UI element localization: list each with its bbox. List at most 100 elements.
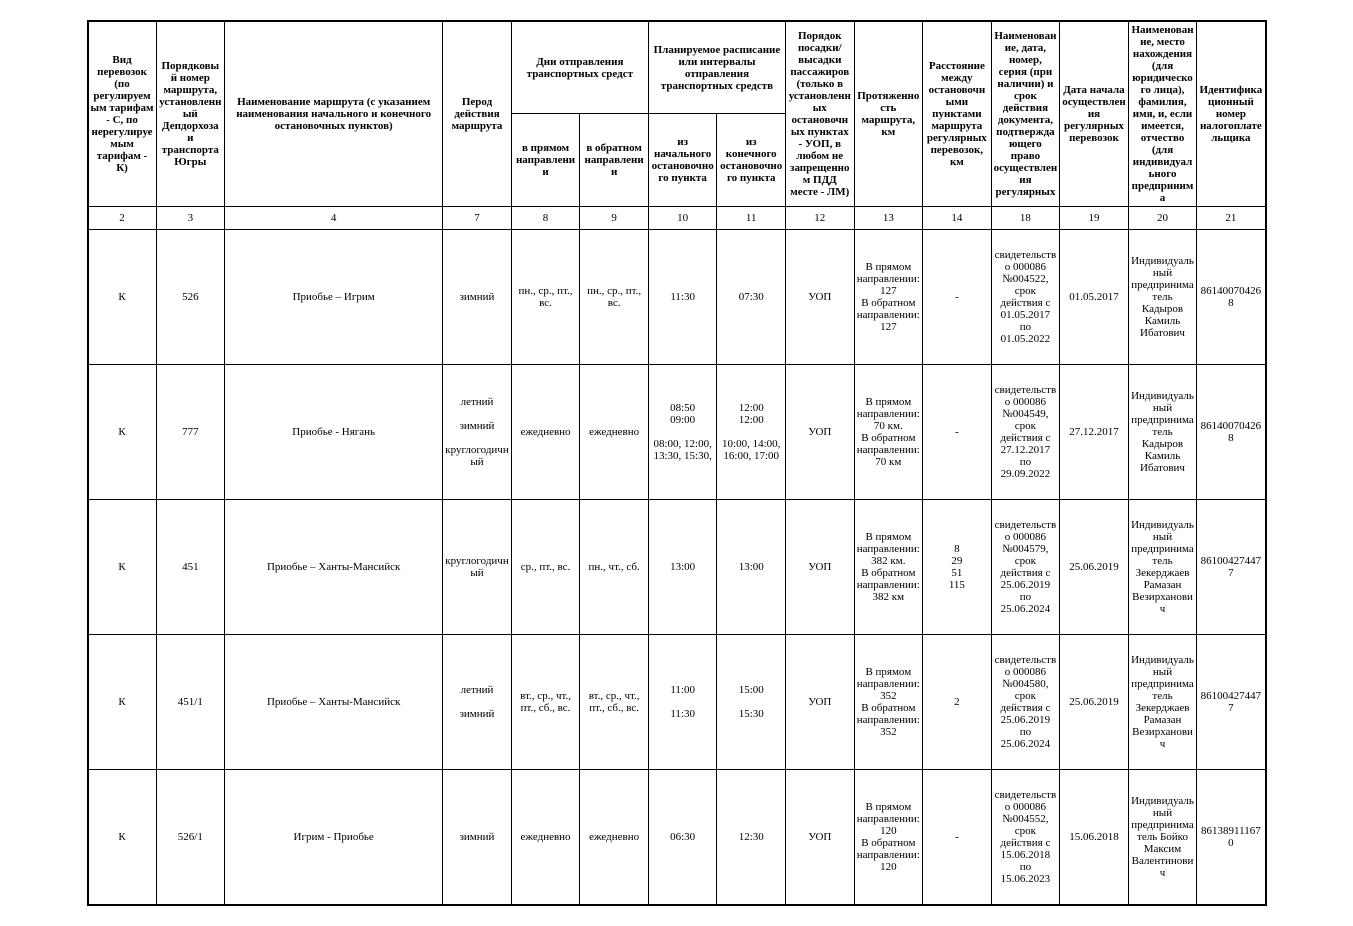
cell-c9: пн., чт., сб. [580,500,649,635]
cell-c10: 06:30 [648,770,717,906]
cell-c11: 12:30 [717,770,786,906]
cell-c8: ср., пт., вс. [511,500,580,635]
col-header-9: в обратном направлении [580,114,649,207]
cell-c12: УОП [786,230,855,365]
cell-c3: 526 [156,230,225,365]
table-row: К526/1Игрим - Приобьезимнийежедневноежед… [88,770,1266,906]
col-header-3: Порядковый номер маршрута, установленный… [156,21,225,207]
col-header-14: Расстояние между остановочными пунктами … [923,21,992,207]
cell-c12: УОП [786,500,855,635]
cell-c8: пн., ср., пт., вс. [511,230,580,365]
col-header-19: Дата начала осуществления регулярных пер… [1060,21,1129,207]
cell-c12: УОП [786,770,855,906]
colnum-4: 4 [225,207,443,230]
colnum-9: 9 [580,207,649,230]
cell-c19: 25.06.2019 [1060,500,1129,635]
cell-c19: 15.06.2018 [1060,770,1129,906]
cell-c11: 12:00 12:00 10:00, 14:00, 16:00, 17:00 [717,365,786,500]
table-row: К451Приобье – Ханты-Мансийсккруглогодичн… [88,500,1266,635]
cell-c2: К [88,365,157,500]
cell-c4: Игрим - Приобье [225,770,443,906]
cell-c20: Индивидуальный предприниматель Зекерджае… [1128,635,1197,770]
cell-c19: 01.05.2017 [1060,230,1129,365]
col-header-10: из начального остановочного пункта [648,114,717,207]
cell-c2: К [88,635,157,770]
table-row: К777Приобье - Няганьлетний зимний кругло… [88,365,1266,500]
routes-table: Вид перевозок (по регулируемым тарифам -… [87,20,1267,906]
cell-c2: К [88,770,157,906]
cell-c7: круглогодичный [443,500,512,635]
cell-c13: В прямом направлении: 127 В обратном нап… [854,230,923,365]
cell-c18: свидетельство 000086 №004552, срок дейст… [991,770,1060,906]
colnum-11: 11 [717,207,786,230]
col-header-7: Перод действия маршрута [443,21,512,207]
cell-c9: ежедневно [580,365,649,500]
cell-c12: УОП [786,635,855,770]
cell-c8: вт., ср., чт., пт., сб., вс. [511,635,580,770]
cell-c11: 15:00 15:30 [717,635,786,770]
cell-c20: Индивидуальный предприниматель Зекерджае… [1128,500,1197,635]
cell-c4: Приобье – Игрим [225,230,443,365]
col-header-8: в прямом направлении [511,114,580,207]
cell-c18: свидетельство 000086 №004580, срок дейст… [991,635,1060,770]
cell-c4: Приобье – Ханты-Мансийск [225,635,443,770]
table-row: К526Приобье – Игримзимнийпн., ср., пт., … [88,230,1266,365]
cell-c14: 2 [923,635,992,770]
col-header-10-11-top: Планируемое расписание или интервалы отп… [648,21,785,114]
cell-c8: ежедневно [511,770,580,906]
cell-c13: В прямом направлении: 120 В обратном нап… [854,770,923,906]
cell-c8: ежедневно [511,365,580,500]
cell-c14: - [923,230,992,365]
cell-c7: зимний [443,230,512,365]
cell-c4: Приобье – Ханты-Мансийск [225,500,443,635]
cell-c20: Индивидуальный предприниматель Кадыров К… [1128,365,1197,500]
cell-c11: 07:30 [717,230,786,365]
cell-c21: 861389111670 [1197,770,1266,906]
colnum-2: 2 [88,207,157,230]
cell-c14: - [923,365,992,500]
colnum-13: 13 [854,207,923,230]
col-header-8-9-top: Дни отправления транспортных средст [511,21,648,114]
cell-c2: К [88,500,157,635]
cell-c11: 13:00 [717,500,786,635]
cell-c21: 861004274477 [1197,635,1266,770]
colnum-20: 20 [1128,207,1197,230]
cell-c9: пн., ср., пт., вс. [580,230,649,365]
cell-c18: свидетельство 000086 №004549, срок дейст… [991,365,1060,500]
cell-c9: ежедневно [580,770,649,906]
table-head: Вид перевозок (по регулируемым тарифам -… [88,21,1266,230]
col-header-18: Наименование, дата, номер, серия (при на… [991,21,1060,207]
cell-c7: зимний [443,770,512,906]
cell-c10: 11:00 11:30 [648,635,717,770]
cell-c20: Индивидуальный предприниматель Кадыров К… [1128,230,1197,365]
cell-c3: 526/1 [156,770,225,906]
cell-c12: УОП [786,365,855,500]
colnum-8: 8 [511,207,580,230]
col-header-4: Наименование маршрута (с указанием наиме… [225,21,443,207]
cell-c19: 27.12.2017 [1060,365,1129,500]
cell-c21: 861400704268 [1197,365,1266,500]
cell-c10: 11:30 [648,230,717,365]
cell-c9: вт., ср., чт., пт., сб., вс. [580,635,649,770]
colnum-19: 19 [1060,207,1129,230]
cell-c18: свидетельство 000086 №004579, срок дейст… [991,500,1060,635]
colnum-14: 14 [923,207,992,230]
cell-c2: К [88,230,157,365]
cell-c19: 25.06.2019 [1060,635,1129,770]
colnum-18: 18 [991,207,1060,230]
cell-c14: 8 29 51 115 [923,500,992,635]
cell-c3: 451/1 [156,635,225,770]
colnum-3: 3 [156,207,225,230]
table-row: К451/1Приобье – Ханты-Мансийсклетний зим… [88,635,1266,770]
table-body: К526Приобье – Игримзимнийпн., ср., пт., … [88,230,1266,906]
cell-c18: свидетельство 000086 №004522, срок дейст… [991,230,1060,365]
cell-c20: Индивидуальный предприниматель Бойко Мак… [1128,770,1197,906]
cell-c3: 777 [156,365,225,500]
cell-c13: В прямом направлении: 352 В обратном нап… [854,635,923,770]
cell-c3: 451 [156,500,225,635]
colnum-21: 21 [1197,207,1266,230]
col-header-11: из конечного остановочного пункта [717,114,786,207]
col-header-12: Порядок посадки/высадки пассажиров (толь… [786,21,855,207]
cell-c7: летний зимний [443,635,512,770]
colnum-12: 12 [786,207,855,230]
